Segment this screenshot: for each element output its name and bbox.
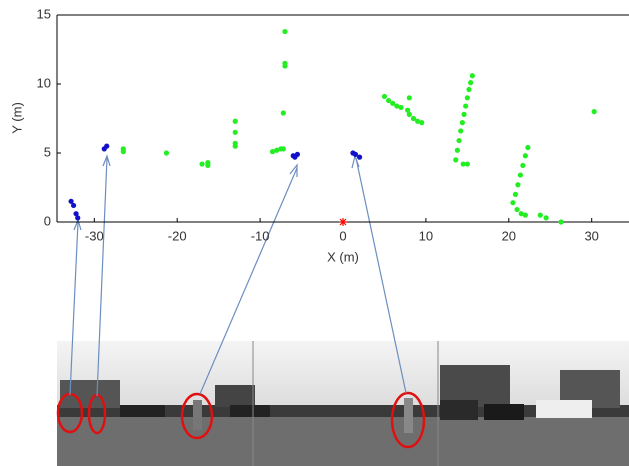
point [68, 198, 74, 204]
point [339, 218, 347, 226]
point [398, 104, 404, 111]
point [453, 157, 459, 163]
point [591, 109, 597, 115]
point [458, 128, 464, 134]
point [459, 120, 465, 126]
point [464, 161, 470, 167]
point [469, 73, 475, 79]
x-tick-label: 10 [419, 228, 433, 243]
point [454, 147, 460, 153]
point [522, 153, 528, 159]
point [525, 144, 531, 151]
point [73, 211, 79, 217]
point [537, 212, 543, 218]
point [282, 28, 288, 35]
y-axis-label: Y (m) [9, 102, 24, 134]
x-tick-label: -30 [85, 228, 104, 243]
point [410, 115, 417, 122]
y-tick-label: 5 [44, 144, 51, 159]
point [205, 162, 211, 169]
point [520, 162, 526, 169]
point [232, 140, 238, 146]
point [274, 147, 280, 153]
point [461, 111, 467, 117]
point [70, 202, 77, 209]
point [390, 100, 396, 106]
y-tick-label: 10 [37, 75, 51, 90]
photo [56, 341, 629, 466]
point [75, 215, 81, 221]
y-tick-label: 0 [44, 213, 51, 228]
point [415, 118, 421, 124]
point [381, 93, 388, 100]
point [199, 161, 205, 167]
x-tick-label: -10 [251, 228, 270, 243]
x-tick-label: 0 [339, 228, 346, 243]
arrows [69, 153, 407, 397]
x-tick-label: 20 [502, 228, 516, 243]
x-tick-label: 30 [584, 228, 598, 243]
point [517, 172, 524, 178]
point [405, 107, 411, 113]
point [512, 191, 519, 197]
point [232, 129, 238, 135]
point [466, 86, 472, 93]
point [163, 150, 170, 156]
point [352, 151, 359, 157]
point [385, 97, 392, 104]
point [514, 206, 520, 213]
point [518, 211, 524, 217]
point [460, 161, 466, 167]
point [558, 219, 564, 225]
point [120, 149, 126, 155]
point [406, 95, 412, 101]
point [280, 110, 286, 116]
point [269, 149, 276, 155]
point [232, 118, 238, 124]
point [394, 103, 400, 109]
point [419, 120, 425, 126]
point [515, 182, 521, 188]
point [543, 215, 549, 221]
point [406, 111, 412, 117]
point [463, 103, 469, 109]
point [510, 200, 516, 206]
point [356, 154, 363, 160]
point [468, 80, 474, 86]
point [280, 146, 286, 152]
point [104, 143, 110, 149]
y-tick-label: 15 [37, 6, 51, 21]
x-axis-label: X (m) [327, 249, 359, 264]
point [292, 154, 298, 160]
point [282, 60, 288, 66]
x-tick-label: -20 [168, 228, 187, 243]
point [522, 212, 528, 218]
point [464, 95, 470, 101]
point [456, 137, 462, 144]
